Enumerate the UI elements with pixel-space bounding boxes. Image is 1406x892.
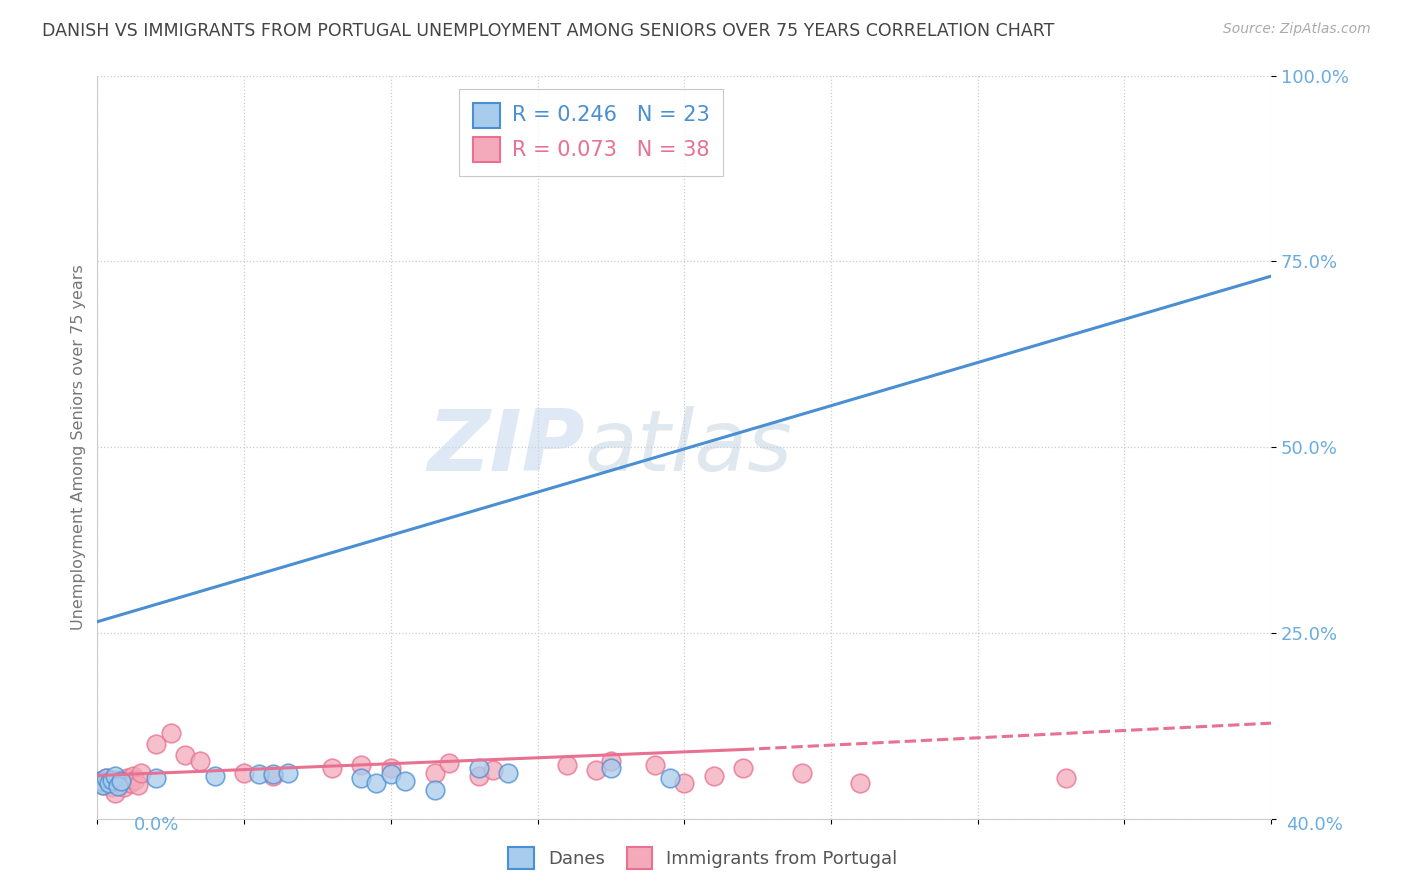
Point — [112, 780, 135, 795]
Point — [321, 761, 343, 775]
Point — [104, 786, 127, 800]
Point — [127, 778, 149, 792]
Point — [585, 764, 607, 778]
Legend: Danes, Immigrants from Portugal: Danes, Immigrants from Portugal — [501, 839, 905, 876]
Text: ZIP: ZIP — [427, 406, 585, 489]
Point — [366, 776, 388, 790]
Point — [658, 771, 681, 785]
Point — [673, 776, 696, 790]
Point — [110, 774, 132, 789]
Text: DANISH VS IMMIGRANTS FROM PORTUGAL UNEMPLOYMENT AMONG SENIORS OVER 75 YEARS CORR: DANISH VS IMMIGRANTS FROM PORTUGAL UNEMP… — [42, 22, 1054, 40]
Point — [101, 772, 124, 787]
Point — [731, 761, 754, 775]
Point — [96, 771, 118, 785]
Text: 0.0%: 0.0% — [134, 816, 179, 834]
Point — [124, 772, 146, 787]
Point — [247, 767, 270, 781]
Point — [145, 771, 167, 785]
Point — [555, 758, 578, 772]
Point — [496, 765, 519, 780]
Point — [350, 758, 373, 772]
Legend: R = 0.246   N = 23, R = 0.073   N = 38: R = 0.246 N = 23, R = 0.073 N = 38 — [460, 89, 723, 176]
Point — [380, 767, 402, 781]
Point — [394, 774, 416, 789]
Point — [115, 771, 138, 785]
Point — [849, 776, 872, 790]
Text: 40.0%: 40.0% — [1286, 816, 1343, 834]
Point — [104, 768, 127, 782]
Point — [96, 771, 118, 785]
Point — [380, 761, 402, 775]
Point — [703, 768, 725, 782]
Point — [118, 776, 141, 790]
Point — [159, 726, 181, 740]
Point — [262, 768, 284, 782]
Point — [89, 774, 111, 789]
Text: Source: ZipAtlas.com: Source: ZipAtlas.com — [1223, 22, 1371, 37]
Point — [98, 776, 121, 790]
Point — [599, 754, 621, 768]
Point — [482, 764, 505, 778]
Point — [468, 768, 491, 782]
Point — [204, 768, 226, 782]
Point — [121, 768, 143, 782]
Point — [277, 765, 299, 780]
Point — [262, 767, 284, 781]
Point — [174, 748, 197, 763]
Point — [89, 774, 111, 789]
Point — [188, 754, 211, 768]
Y-axis label: Unemployment Among Seniors over 75 years: Unemployment Among Seniors over 75 years — [72, 264, 86, 630]
Point — [98, 776, 121, 790]
Point — [350, 771, 373, 785]
Point — [110, 776, 132, 790]
Point — [439, 756, 461, 770]
Point — [131, 765, 153, 780]
Point — [107, 779, 129, 793]
Point — [91, 778, 114, 792]
Point — [644, 758, 666, 772]
Point — [468, 761, 491, 775]
Point — [91, 778, 114, 792]
Point — [145, 737, 167, 751]
Text: atlas: atlas — [585, 406, 793, 489]
Point — [107, 772, 129, 787]
Point — [790, 765, 813, 780]
Point — [599, 761, 621, 775]
Point — [233, 765, 256, 780]
Point — [423, 783, 446, 797]
Point — [101, 780, 124, 795]
Point — [423, 765, 446, 780]
Point — [1054, 771, 1077, 785]
